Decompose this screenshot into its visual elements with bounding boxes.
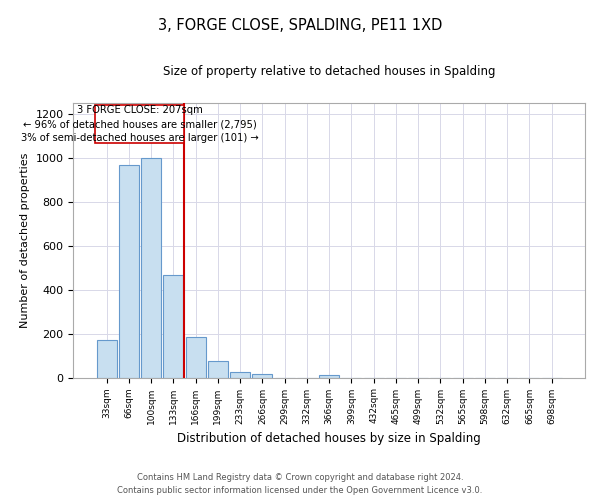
Bar — [185, 337, 206, 378]
Bar — [208, 361, 228, 378]
Bar — [319, 376, 339, 378]
X-axis label: Distribution of detached houses by size in Spalding: Distribution of detached houses by size … — [177, 432, 481, 445]
Bar — [163, 276, 184, 378]
Bar — [97, 340, 116, 378]
Bar — [119, 166, 139, 378]
FancyBboxPatch shape — [95, 105, 184, 144]
Title: Size of property relative to detached houses in Spalding: Size of property relative to detached ho… — [163, 65, 496, 78]
Text: 3, FORGE CLOSE, SPALDING, PE11 1XD: 3, FORGE CLOSE, SPALDING, PE11 1XD — [158, 18, 442, 32]
Bar — [141, 158, 161, 378]
Text: 3 FORGE CLOSE: 207sqm
← 96% of detached houses are smaller (2,795)
3% of semi-de: 3 FORGE CLOSE: 207sqm ← 96% of detached … — [21, 105, 259, 143]
Bar — [230, 372, 250, 378]
Y-axis label: Number of detached properties: Number of detached properties — [20, 152, 30, 328]
Text: Contains HM Land Registry data © Crown copyright and database right 2024.
Contai: Contains HM Land Registry data © Crown c… — [118, 474, 482, 495]
Bar — [253, 374, 272, 378]
